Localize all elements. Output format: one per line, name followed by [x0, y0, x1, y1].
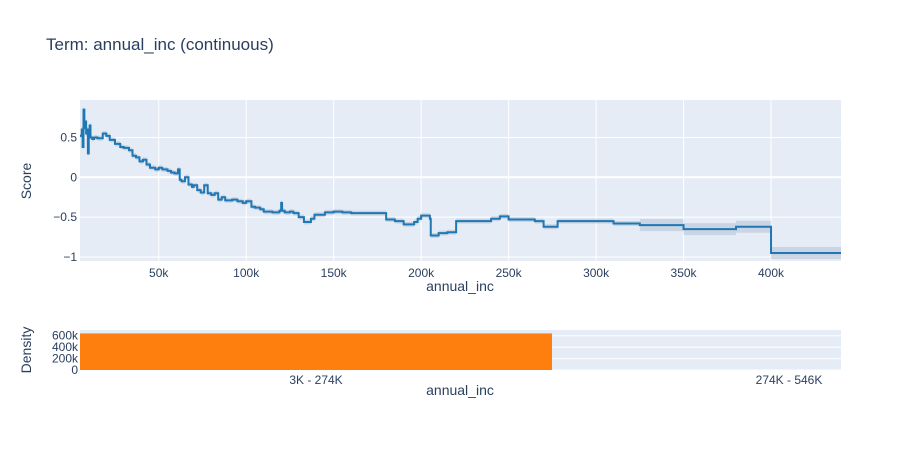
score-y-axis-label: Score — [18, 163, 34, 200]
density-y-tick-label: 600k — [52, 329, 79, 343]
density-x-tick-label: 3K - 274K — [289, 373, 342, 387]
score-confidence-band — [80, 107, 841, 260]
score-x-tick-label: 300k — [583, 266, 610, 280]
score-y-ticks: 0.5 0 −0.5 −1 — [53, 130, 77, 264]
density-x-tick-label: 274K - 546K — [756, 373, 823, 387]
score-x-axis-label: annual_inc — [426, 278, 494, 294]
density-bar — [80, 333, 552, 370]
score-x-ticks: 50k 100k 150k 200k 250k 300k 350k 400k — [149, 266, 785, 280]
density-y-tick-label: 0 — [71, 363, 78, 377]
score-y-tick-label: 0 — [70, 170, 77, 184]
density-y-axis-label: Density — [18, 327, 34, 374]
density-x-ticks: 3K - 274K 274K - 546K — [289, 373, 822, 387]
density-x-axis-label: annual_inc — [426, 382, 494, 398]
score-x-tick-label: 150k — [321, 266, 348, 280]
score-y-tick-label: −0.5 — [53, 210, 77, 224]
density-bars — [80, 333, 552, 370]
score-x-tick-label: 350k — [671, 266, 698, 280]
score-y-tick-label: 0.5 — [60, 130, 77, 144]
score-y-tick-label: −1 — [63, 250, 77, 264]
score-x-tick-label: 200k — [408, 266, 435, 280]
score-x-tick-label: 250k — [496, 266, 523, 280]
score-plot: 50k 100k 150k 200k 250k 300k 350k 400k 0.5 0 −0.5… — [18, 100, 841, 294]
density-y-tick-label: 200k — [52, 352, 79, 366]
score-line — [80, 108, 841, 255]
score-x-tick-label: 100k — [233, 266, 260, 280]
density-y-tick-label: 400k — [52, 340, 79, 354]
score-x-tick-label: 400k — [758, 266, 785, 280]
score-plot-background — [80, 100, 841, 261]
score-x-tick-label: 50k — [149, 266, 169, 280]
chart-title: Term: annual_inc (continuous) — [46, 35, 274, 54]
